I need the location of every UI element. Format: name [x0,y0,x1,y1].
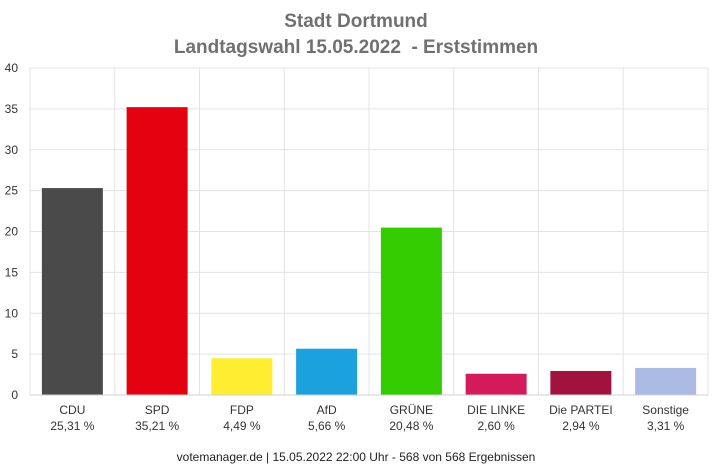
value-label: 3,31 % [647,419,685,433]
category-label: AfD [317,403,337,417]
bar-sonstige [635,367,697,395]
y-tick-label: 35 [5,102,19,116]
chart-title: Stadt Dortmund [284,11,428,32]
value-label: 20,48 % [389,419,433,433]
footer-text: votemanager.de | 15.05.2022 22:00 Uhr - … [177,450,536,464]
bar-fdp [211,358,273,395]
value-label: 2,60 % [477,419,515,433]
y-tick-label: 20 [5,225,19,239]
value-label: 25,31 % [50,419,94,433]
bar-afd [296,348,358,395]
value-label: 4,49 % [223,419,261,433]
category-label: FDP [230,403,254,417]
value-label: 2,94 % [562,419,600,433]
category-label: SPD [145,403,170,417]
plot-area: 0 5 10 15 20 25 30 35 40 CDU 25,31 % SPD 35,21 % FDP 4… [5,61,709,433]
category-label: DIE LINKE [467,403,525,417]
y-tick-label: 40 [5,61,19,75]
y-tick-label: 5 [11,347,18,361]
y-tick-label: 0 [11,388,18,402]
category-label: Die PARTEI [549,403,613,417]
value-label: 35,21 % [135,419,179,433]
category-label: Sonstige [642,403,689,417]
y-tick-label: 15 [5,265,19,279]
y-tick-label: 25 [5,184,19,198]
chart-subtitle: Landtagswahl 15.05.2022 - Erststimmen [174,37,538,58]
y-tick-label: 30 [5,143,19,157]
bar-spd [126,107,188,395]
y-tick-label: 10 [5,306,19,320]
bar-die-linke [465,373,527,395]
bar-grüne [380,227,442,395]
category-label: CDU [59,403,85,417]
bar-die-partei [550,370,612,395]
value-label: 5,66 % [308,419,346,433]
category-label: GRÜNE [390,403,433,417]
bar-cdu [41,188,103,395]
